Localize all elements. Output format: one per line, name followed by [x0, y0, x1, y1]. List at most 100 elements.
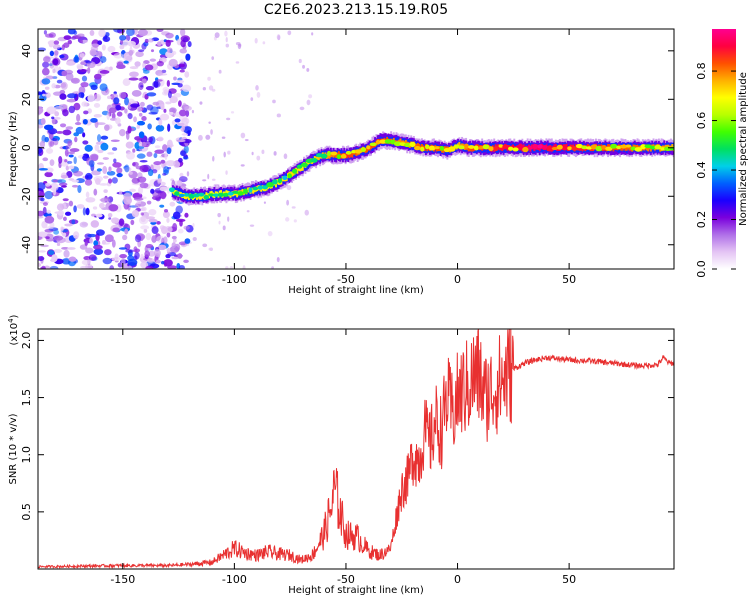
noise-blob: [156, 29, 164, 33]
ridge-peak: [262, 185, 269, 190]
noise-blob: [140, 253, 144, 260]
noise-blob: [83, 110, 89, 115]
noise-blob: [171, 242, 176, 249]
noise-blob: [93, 175, 103, 183]
noise-blob: [262, 41, 266, 45]
noise-blob: [85, 191, 90, 198]
noise-blob: [38, 106, 44, 115]
noise-blob: [90, 43, 100, 48]
noise-blob: [176, 180, 183, 187]
ridge-cell: [349, 151, 352, 157]
noise-blob: [75, 126, 84, 135]
ridge-peak: [512, 147, 519, 152]
ridge-cell: [274, 182, 277, 188]
noise-blob: [207, 76, 211, 81]
ridge-peak: [384, 139, 392, 144]
ridge-peak: [296, 164, 303, 169]
noise-blob: [58, 103, 68, 109]
noise-blob: [74, 136, 78, 143]
noise-blob: [60, 174, 69, 179]
noise-blob: [127, 258, 138, 266]
noise-blob: [131, 89, 142, 97]
noise-blob: [283, 153, 288, 160]
ridge-cell: [416, 143, 419, 149]
noise-blob: [44, 86, 50, 90]
ridge-peak: [257, 185, 263, 190]
noise-blob: [63, 216, 67, 222]
noise-blob: [244, 139, 249, 142]
noise-blob: [45, 226, 54, 230]
noise-blob: [308, 94, 313, 99]
noise-blob: [179, 59, 185, 65]
noise-blob: [119, 39, 124, 45]
noise-blob: [145, 243, 154, 249]
noise-blob: [51, 83, 57, 89]
noise-blob: [53, 229, 60, 235]
ridge-cell: [225, 190, 228, 196]
noise-blob: [97, 40, 103, 46]
noise-blob: [51, 57, 61, 66]
noise-blob: [79, 53, 85, 58]
noise-blob: [272, 99, 276, 104]
noise-blob: [119, 129, 126, 137]
noise-blob: [183, 138, 192, 144]
noise-blob: [45, 33, 54, 38]
noise-blob: [93, 240, 99, 247]
noise-blob: [46, 209, 51, 214]
ridge-cell: [649, 146, 652, 152]
noise-blob: [127, 265, 133, 269]
ridge-cell: [458, 141, 461, 147]
ridge-peak: [528, 145, 533, 150]
spectrogram-image: [38, 29, 674, 269]
noise-blob: [179, 172, 184, 178]
noise-blob: [133, 116, 137, 123]
noise-blob: [99, 83, 108, 92]
ridge-cell: [625, 145, 628, 151]
ridge-peak: [556, 144, 563, 150]
noise-blob: [78, 92, 85, 98]
noise-blob: [175, 218, 186, 222]
ridge-cell: [335, 152, 338, 158]
ridge-cell: [612, 146, 615, 152]
noise-blob: [242, 265, 246, 269]
noise-blob: [73, 156, 77, 165]
noise-blob: [43, 30, 48, 35]
noise-blob: [224, 30, 228, 37]
ridge-cell: [355, 150, 358, 156]
ridge-cell: [620, 145, 623, 151]
noise-blob: [63, 249, 70, 258]
ridge-peak: [237, 191, 244, 196]
noise-blob: [129, 66, 139, 70]
noise-blob: [154, 149, 165, 154]
noise-blob: [144, 64, 154, 71]
colorbar: 0.0 0.2 0.4 0.6 0.8 Normalized spectral ampl…: [695, 29, 749, 278]
noise-blob: [71, 219, 76, 225]
noise-blob: [49, 140, 55, 147]
noise-blob: [304, 209, 309, 216]
noise-blob: [73, 205, 77, 213]
noise-blob: [111, 147, 118, 151]
noise-blob: [136, 200, 142, 205]
noise-blob: [166, 80, 170, 87]
noise-blob: [111, 217, 120, 224]
noise-blob: [256, 155, 261, 161]
ridge-peak: [498, 144, 504, 148]
noise-blob: [68, 165, 75, 170]
ridge-peak: [282, 175, 288, 181]
noise-blob: [192, 222, 195, 228]
noise-blob: [132, 148, 136, 153]
noise-blob: [76, 65, 84, 70]
noise-blob: [111, 177, 118, 184]
ridge-cell: [607, 144, 609, 150]
noise-blob: [85, 207, 90, 216]
noise-blob: [136, 120, 146, 126]
noise-blob: [205, 134, 211, 140]
noise-blob: [82, 140, 89, 145]
ridge-peak: [336, 154, 341, 160]
noise-blob: [46, 106, 57, 115]
noise-blob: [42, 206, 47, 215]
noise-blob: [159, 113, 170, 121]
noise-blob: [93, 103, 101, 108]
noise-blob: [102, 35, 111, 43]
